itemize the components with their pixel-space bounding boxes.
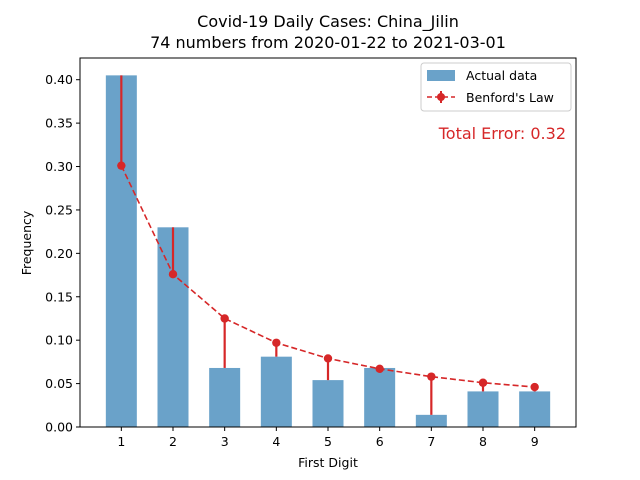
x-tick-label: 9 bbox=[531, 434, 539, 449]
legend-actual-swatch bbox=[427, 70, 455, 81]
bar-digit-5 bbox=[312, 380, 344, 427]
x-tick-label: 7 bbox=[427, 434, 435, 449]
benford-point-digit-8 bbox=[478, 378, 488, 387]
y-tick-label: 0.15 bbox=[45, 289, 73, 304]
actual-data-bars bbox=[105, 75, 551, 427]
legend-benford-label: Benford's Law bbox=[466, 90, 554, 105]
x-tick-label: 3 bbox=[221, 434, 229, 449]
x-tick-label: 5 bbox=[324, 434, 332, 449]
y-tick-label: 0.25 bbox=[45, 202, 73, 217]
x-axis-label: First Digit bbox=[298, 455, 358, 470]
chart-title: Covid-19 Daily Cases: China_Jilin bbox=[197, 12, 459, 32]
y-tick-label: 0.05 bbox=[45, 376, 73, 391]
y-axis: 0.00 0.05 0.10 0.15 0.20 0.25 0.30 0.35 0.40 bbox=[45, 72, 80, 435]
y-tick-label: 0.00 bbox=[45, 420, 73, 435]
benford-point-digit-3 bbox=[220, 314, 229, 323]
benford-point-digit-1 bbox=[117, 161, 126, 170]
benford-point-digit-2 bbox=[168, 269, 178, 279]
chart-subtitle: 74 numbers from 2020-01-22 to 2021-03-01 bbox=[150, 33, 506, 52]
benford-point-digit-6 bbox=[375, 364, 384, 374]
bar-digit-6 bbox=[364, 367, 396, 427]
y-axis-label: Frequency bbox=[19, 210, 34, 275]
benford-point-digit-7 bbox=[427, 372, 436, 381]
benford-point-digit-4 bbox=[272, 338, 281, 347]
benford-point-digit-9 bbox=[530, 382, 539, 392]
y-tick-label: 0.30 bbox=[45, 159, 73, 174]
x-tick-label: 8 bbox=[479, 434, 487, 449]
legend-benford-marker bbox=[437, 93, 445, 101]
bar-digit-8 bbox=[467, 391, 499, 427]
x-tick-label: 1 bbox=[117, 434, 125, 449]
total-error-annotation: Total Error: 0.32 bbox=[438, 124, 566, 143]
y-tick-label: 0.35 bbox=[45, 116, 73, 131]
legend-box bbox=[420, 62, 572, 112]
bar-digit-4 bbox=[260, 356, 292, 427]
legend: Actual data Benford's Law bbox=[420, 62, 572, 112]
x-tick-label: 6 bbox=[376, 434, 384, 449]
error-lines bbox=[120, 75, 536, 415]
bar-digit-9 bbox=[519, 391, 551, 427]
benford-markers bbox=[117, 161, 539, 392]
y-tick-label: 0.10 bbox=[45, 333, 73, 348]
x-tick-label: 2 bbox=[169, 434, 177, 449]
legend-actual-label: Actual data bbox=[466, 68, 537, 83]
benford-point-digit-5 bbox=[323, 354, 333, 363]
y-tick-label: 0.20 bbox=[45, 246, 73, 261]
y-tick-label: 0.40 bbox=[45, 72, 73, 87]
x-tick-label: 4 bbox=[272, 434, 280, 449]
x-axis: 1 2 3 4 5 6 7 8 9 bbox=[117, 427, 539, 449]
bar-digit-3 bbox=[209, 367, 241, 427]
bar-digit-7 bbox=[415, 414, 447, 427]
